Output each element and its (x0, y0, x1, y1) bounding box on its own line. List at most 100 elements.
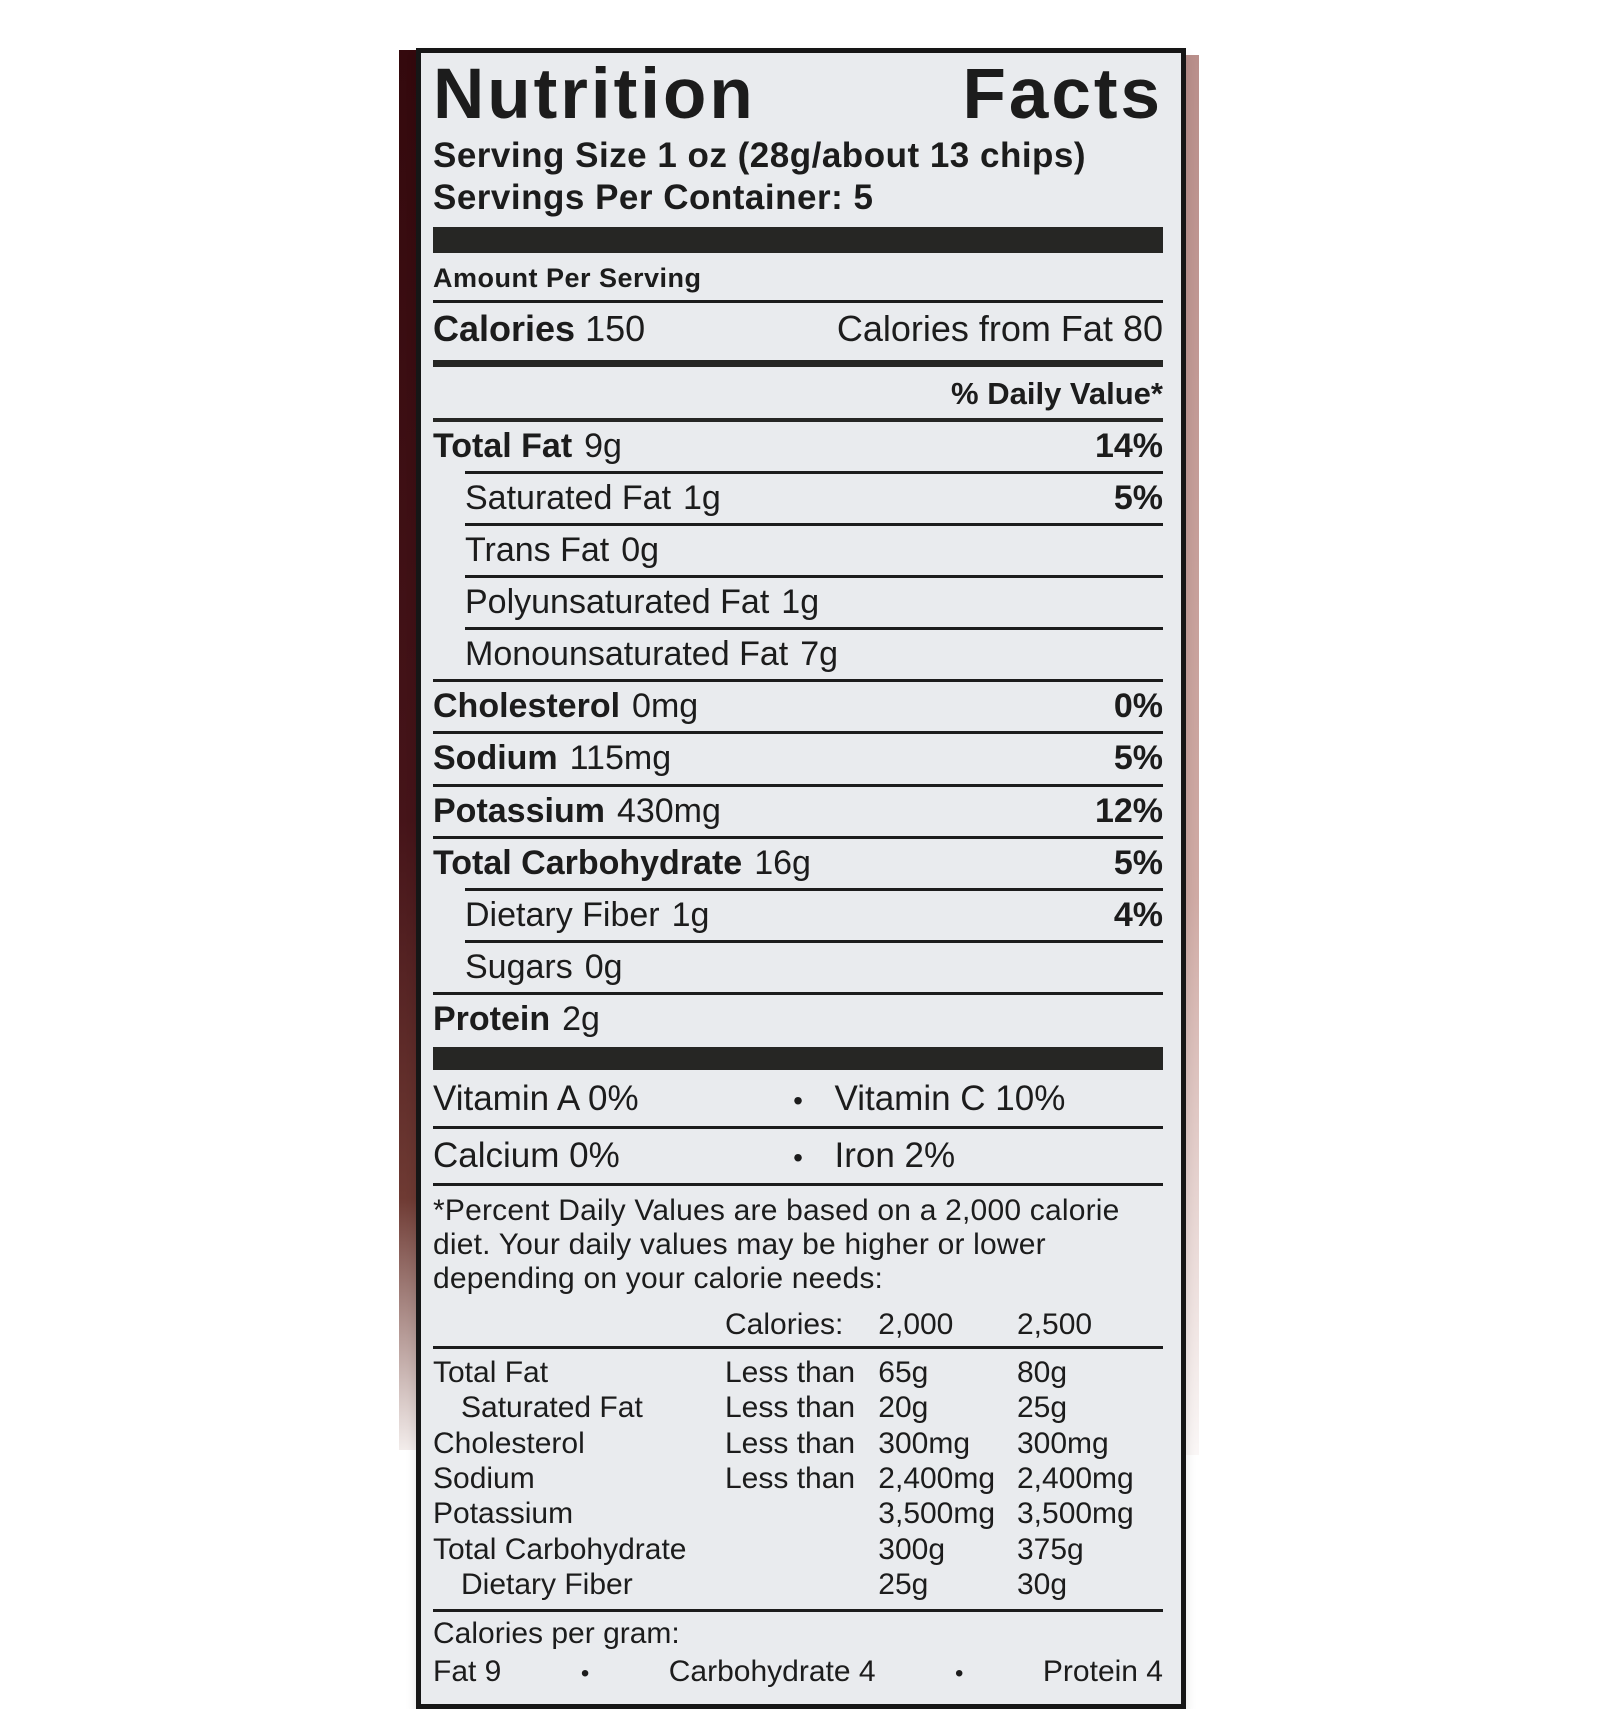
bullet-icon: • (793, 1084, 803, 1116)
bullet-icon: • (793, 1141, 803, 1173)
nutrient-dv: 5% (1113, 843, 1163, 882)
nutrient-amount: 430mg (616, 791, 721, 830)
separator-hairline (465, 575, 1163, 579)
nutrient-row-polyunsaturated-fat: Polyunsaturated Fat 1g (433, 578, 1163, 627)
separator-hairline (433, 1345, 1163, 1349)
nutrient-amount: 0g (621, 531, 660, 570)
separator-thick-bar-top (433, 227, 1163, 254)
nutrient-row-saturated-fat: Saturated Fat 1g 5% (433, 474, 1163, 523)
ref-v2000: 300g (878, 1532, 946, 1566)
header-2000: 2,000 (878, 1307, 954, 1341)
nutrient-name: Sodium (433, 739, 558, 778)
reference-table: Calories: 2,000 2,500 Total Fat Less tha… (433, 1307, 1163, 1603)
nutrient-amount: 9g (584, 427, 622, 465)
ref-row-potassium: Potassium 3,500mg 3,500mg (433, 1496, 1163, 1531)
nutrient-amount: 0g (584, 947, 623, 986)
nutrient-dv: 12% (1094, 791, 1163, 830)
nutrient-name: Total Fat (433, 427, 573, 465)
daily-value-header: % Daily Value* (951, 376, 1163, 411)
calcium-value: Calcium 0% (433, 1135, 620, 1175)
calories-per-gram-heading: Calories per gram: (433, 1616, 680, 1650)
nutrient-row-sugars: Sugars 0g (433, 943, 1163, 992)
ref-name: Cholesterol (433, 1426, 585, 1460)
nutrient-amount: 115mg (569, 739, 672, 778)
separator-hairline (433, 991, 1163, 995)
ref-v2500: 80g (1016, 1355, 1068, 1389)
ref-v2500: 375g (1016, 1532, 1084, 1566)
nutrient-name: Cholesterol (433, 687, 621, 726)
title-word-nutrition: Nutrition (433, 55, 756, 134)
nutrient-amount: 16g (754, 843, 811, 882)
separator-thick-bar-bottom (433, 1046, 1163, 1070)
title-word-facts: Facts (962, 55, 1163, 134)
nutrient-row-dietary-fiber: Dietary Fiber 1g 4% (433, 891, 1163, 940)
cpg-protein: Protein 4 (1042, 1654, 1163, 1688)
calories-from-fat-number: 80 (1122, 308, 1163, 350)
nutrient-row-protein: Protein 2g (433, 995, 1163, 1044)
nutrient-amount: 2g (562, 999, 600, 1038)
daily-value-footnote: *Percent Daily Values are based on a 2,0… (433, 1193, 1120, 1296)
ref-v2500: 2,400mg (1016, 1462, 1134, 1496)
nutrient-dv: 4% (1113, 895, 1163, 934)
ref-row-total-carbohydrate: Total Carbohydrate 300g 375g (433, 1532, 1163, 1567)
separator-hairline (433, 1182, 1163, 1186)
ref-v2500: 25g (1016, 1391, 1068, 1425)
nutrient-name: Potassium (433, 791, 605, 830)
ref-row-cholesterol: Cholesterol Less than 300mg 300mg (433, 1426, 1163, 1461)
separator-hairline (465, 471, 1163, 475)
separator-medium-bar (433, 360, 1163, 367)
ref-name: Total Fat (433, 1355, 549, 1389)
separator-hairline (433, 835, 1163, 839)
vitamin-c-value: Vitamin C 10% (834, 1078, 1066, 1118)
calories-value: Calories 150 (433, 309, 645, 349)
header-2500: 2,500 (1016, 1307, 1093, 1341)
nutrient-dv: 5% (1113, 739, 1163, 778)
nutrient-name: Saturated Fat (465, 479, 672, 518)
iron-value: Iron 2% (834, 1135, 956, 1175)
ref-v2000: 20g (878, 1391, 929, 1425)
cpg-fat: Fat 9 (433, 1654, 502, 1688)
amount-per-serving-heading: Amount Per Serving (433, 263, 702, 294)
ref-row-dietary-fiber: Dietary Fiber 25g 30g (433, 1567, 1163, 1602)
nutrient-row-potassium: Potassium 430mg 12% (433, 787, 1163, 836)
ref-qualifier: Less than (725, 1462, 856, 1496)
nutrient-amount: 1g (683, 479, 721, 518)
ref-v2000: 25g (878, 1568, 929, 1602)
ref-v2500: 300mg (1016, 1426, 1109, 1460)
nutrient-row-total-carbohydrate: Total Carbohydrate 16g 5% (433, 839, 1163, 888)
package-edge-right (1186, 55, 1199, 1455)
nutrient-amount: 1g (781, 583, 820, 622)
calories-number: 150 (585, 308, 646, 350)
separator-hairline (433, 731, 1163, 735)
package-edge-left (399, 50, 416, 1450)
nutrient-row-total-fat: Total Fat 9g 14% (433, 422, 1163, 471)
nutrient-dv: 14% (1094, 427, 1163, 465)
nutrient-name: Monounsaturated Fat (465, 635, 789, 674)
nutrient-name: Dietary Fiber (465, 895, 660, 934)
ref-name: Sodium (433, 1462, 535, 1496)
calories-from-fat-label: Calories from Fat (836, 308, 1113, 350)
ref-qualifier: Less than (725, 1391, 856, 1425)
calories-from-fat: Calories from Fat 80 (837, 309, 1163, 349)
separator-line (433, 418, 1163, 422)
ref-name: Potassium (433, 1497, 574, 1531)
calories-row: Calories 150 Calories from Fat 80 (433, 303, 1163, 357)
nutrient-row-monounsaturated-fat: Monounsaturated Fat 7g (433, 630, 1163, 679)
nutrient-dv: 0% (1113, 687, 1163, 726)
separator-hairline (433, 1608, 1163, 1612)
ref-qualifier: Less than (725, 1355, 856, 1389)
ref-qualifier: Less than (725, 1426, 856, 1460)
nutrition-facts-label: Nutrition Facts Serving Size 1 oz (28g/a… (416, 48, 1186, 1709)
bullet-icon: • (955, 1659, 964, 1687)
nutrient-name: Total Carbohydrate (433, 843, 743, 882)
nutrient-amount: 7g (800, 635, 839, 674)
ref-row-total-fat: Total Fat Less than 65g 80g (433, 1355, 1163, 1390)
vitamin-a-value: Vitamin A 0% (433, 1078, 639, 1118)
serving-size-line: Serving Size 1 oz (28g/about 13 chips) (433, 136, 1087, 176)
ref-name: Total Carbohydrate (433, 1532, 687, 1566)
ref-v2500: 30g (1016, 1568, 1068, 1602)
ref-v2000: 3,500mg (878, 1497, 996, 1531)
nutrient-name: Trans Fat (465, 531, 610, 570)
calories-label: Calories (433, 308, 576, 350)
separator-hairline (465, 523, 1163, 527)
